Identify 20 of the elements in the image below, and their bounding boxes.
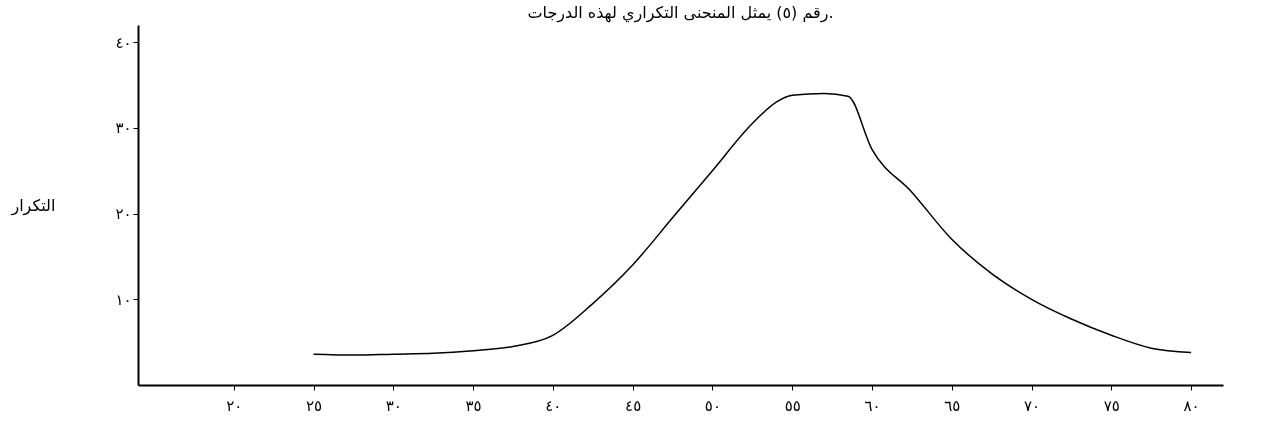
y-tick-label: ١٠ xyxy=(115,290,132,309)
x-tick-label: ٧٥ xyxy=(1103,396,1120,415)
x-tick-label: ٢٠ xyxy=(226,396,243,415)
x-tick-label: ٥٠ xyxy=(704,396,721,415)
y-tick-label: ٢٠ xyxy=(115,205,132,224)
x-tick-label: ٣٥ xyxy=(465,396,482,415)
x-tick-label: ٢٥ xyxy=(305,396,323,415)
line-series xyxy=(312,92,1192,356)
x-tick-label: ٤٠ xyxy=(545,396,562,415)
x-tick-label: ٣٠ xyxy=(385,396,402,415)
x-tick-label: ٤٥ xyxy=(625,396,642,415)
x-tick-label: ٥٥ xyxy=(784,396,801,415)
y-tick-label: ٤٠ xyxy=(115,33,132,52)
x-tick-label: ٨٠ xyxy=(1183,396,1200,415)
y-tick-label: ٣٠ xyxy=(115,119,132,138)
x-tick-label: ٦٥ xyxy=(944,396,961,415)
chart-title: رقم (٥) يمثل المنحنى التكراري لهذه الدرجات. xyxy=(527,3,834,23)
y-axis-title: التكرار xyxy=(10,195,56,216)
x-tick-label: ٧٠ xyxy=(1023,396,1041,415)
x-tick-label: ٦٠ xyxy=(864,396,881,415)
